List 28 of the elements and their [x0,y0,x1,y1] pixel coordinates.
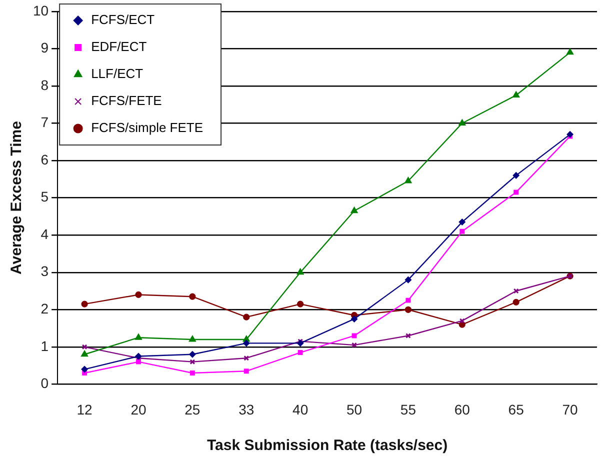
y-tick-label: 1 [40,338,49,354]
x-tick-label: 70 [562,401,578,418]
y-tick-label: 6 [40,151,49,168]
y-tick-label: 3 [40,263,49,280]
legend-label: FCFS/simple FETE [91,120,204,136]
y-tick-label: 5 [40,188,49,205]
legend-label: FCFS/ECT [91,12,155,28]
x-tick-label: 55 [400,401,416,418]
x-tick-label: 50 [346,401,362,418]
y-tick-label: 8 [40,76,49,93]
legend-label: EDF/ECT [91,39,147,54]
x-tick-label: 12 [76,401,93,418]
x-tick-label: 20 [130,401,146,418]
legend-label: FCFS/FETE [91,93,162,108]
x-tick-label: 40 [292,401,308,418]
y-tick-label: 0 [40,375,49,392]
y-tick-label: 4 [40,226,49,242]
x-tick-label: 60 [454,401,470,418]
y-tick-label: 2 [40,300,49,316]
y-tick-label: 9 [40,40,49,56]
x-tick-label: 25 [184,401,200,418]
x-axis-title: Task Submission Rate (tasks/sec) [206,437,448,454]
x-tick-label: 65 [508,401,524,418]
legend-label: LLF/ECT [91,66,144,82]
y-tick-label: 7 [40,114,49,130]
x-tick-label: 33 [238,401,254,418]
y-tick-label: 10 [32,2,49,18]
y-axis-title: Average Excess Time [8,121,26,275]
